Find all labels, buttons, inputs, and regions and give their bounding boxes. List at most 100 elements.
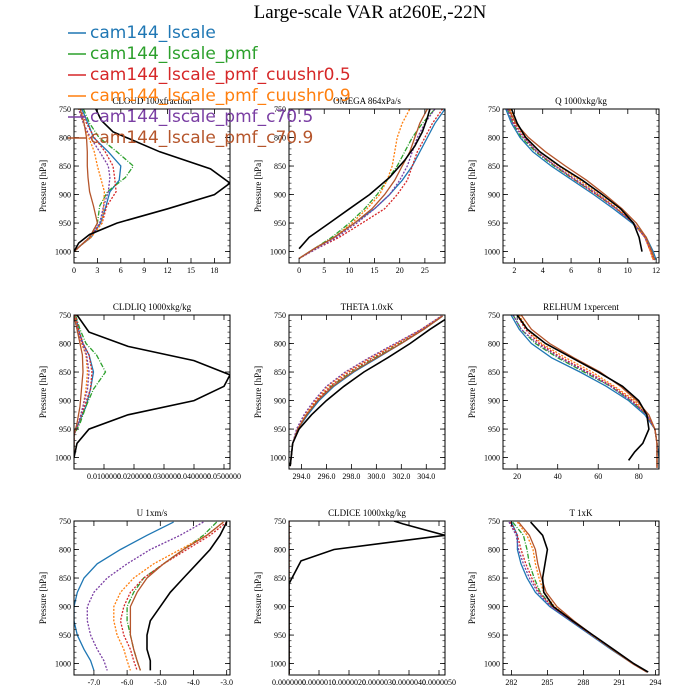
series-line-7 [530, 521, 649, 673]
series-line-5 [506, 109, 656, 261]
y-tick-label: 850 [488, 162, 500, 171]
y-tick-label: 950 [488, 425, 500, 434]
x-tick-label: 294 [649, 678, 661, 687]
legend-label: cam144_lscale_pmf_cuushr0.9 [90, 86, 351, 106]
y-axis-label: Pressure [hPa] [38, 160, 48, 212]
x-tick-label: 10 [345, 266, 353, 275]
y-tick-label: 1000 [484, 454, 500, 463]
y-tick-label: 900 [488, 191, 500, 200]
y-tick-label: 1000 [484, 248, 500, 257]
panel-1-series [74, 109, 230, 253]
series-line-3 [119, 521, 228, 671]
plot-frame [73, 314, 231, 470]
y-tick-label: 1000 [55, 660, 71, 669]
y-tick-label: 750 [488, 517, 500, 526]
panel-1: CLOUD 100xfraction 750 800 850 900 950 10000 3 6… [38, 96, 231, 275]
panel-3: Q 1000xkg/kg 750 800 850 900 950 1000 2 4 6 8 10 12 P… [467, 96, 660, 275]
series-line-4 [113, 521, 224, 671]
x-tick-label: 288 [577, 678, 589, 687]
y-axis-label: Pressure [hPa] [467, 572, 477, 624]
series-line-7 [289, 521, 445, 674]
y-tick-label: 750 [59, 517, 71, 526]
panel-7-series [74, 521, 228, 671]
legend-label: cam144_lscale_pmf_c70.5 [90, 107, 313, 127]
y-axis-label: Pressure [hPa] [467, 366, 477, 418]
y-tick-label: 950 [274, 631, 286, 640]
y-tick-label: 750 [488, 105, 500, 114]
x-tick-label: 0.0000020 [332, 678, 366, 687]
y-tick-label: 800 [488, 134, 500, 143]
x-tick-label: 298.0 [342, 472, 360, 481]
y-tick-label: 950 [59, 219, 71, 228]
panel-5-series [289, 315, 445, 467]
panel-5: THETA 1.0xK 750 800 850 900 950 1000 294.0 296.0… [253, 302, 446, 481]
x-tick-label: 12 [652, 266, 660, 275]
y-tick-label: 800 [59, 134, 71, 143]
y-axis-label: Pressure [hPa] [38, 366, 48, 418]
x-tick-label: 6 [119, 266, 123, 275]
y-tick-label: 1000 [270, 660, 286, 669]
y-tick-label: 850 [59, 368, 71, 377]
series-line-4 [74, 109, 106, 253]
legend-entry-6: cam144_lscale_pmf_c70.9 [68, 128, 313, 148]
x-tick-label: 9 [142, 266, 146, 275]
y-tick-label: 950 [488, 219, 500, 228]
x-tick-label: -7.0 [88, 678, 101, 687]
x-tick-label: 0.0000040 [392, 678, 426, 687]
x-tick-label: 300.0 [367, 472, 385, 481]
plot-frame [73, 520, 231, 676]
series-line-5 [298, 109, 436, 259]
y-tick-label: 900 [488, 603, 500, 612]
y-tick-label: 950 [59, 425, 71, 434]
y-axis-label: Pressure [hPa] [253, 366, 263, 418]
x-tick-label: 285 [541, 678, 553, 687]
y-tick-label: 800 [488, 546, 500, 555]
x-tick-label: 15 [187, 266, 195, 275]
y-tick-label: 850 [274, 162, 286, 171]
y-tick-label: 850 [274, 574, 286, 583]
legend-label: cam144_lscale_pmf_cuushr0.5 [90, 65, 351, 85]
x-tick-label: 20 [513, 472, 521, 481]
x-tick-label: 291 [613, 678, 625, 687]
panel-6: RELHUM 1xpercent 750 800 850 900 950 1000 20 40 6… [467, 302, 660, 481]
panel-8: CLDICE 1000xkg/kg 750 800 850 900 950 1000 0.00… [253, 508, 456, 687]
x-tick-label: -3.0 [220, 678, 233, 687]
series-line-7 [510, 109, 643, 252]
y-tick-label: 850 [488, 368, 500, 377]
x-tick-label: 15 [371, 266, 379, 275]
y-axis-label: Pressure [hPa] [38, 572, 48, 624]
y-tick-label: 900 [274, 397, 286, 406]
y-tick-label: 750 [59, 105, 71, 114]
panel-2-series [298, 109, 445, 259]
series-line-6 [298, 109, 428, 259]
y-tick-label: 850 [59, 574, 71, 583]
panel-title: T 1xK [569, 508, 593, 518]
x-tick-label: 0.0400000 [177, 472, 211, 481]
x-tick-label: 10 [624, 266, 632, 275]
y-tick-label: 750 [488, 311, 500, 320]
panel-8-series [289, 521, 445, 674]
legend-entry-4: cam144_lscale_pmf_cuushr0.9 [68, 86, 351, 106]
x-tick-label: 2 [512, 266, 516, 275]
x-tick-label: 0.0300000 [147, 472, 181, 481]
y-tick-label: 800 [274, 340, 286, 349]
x-tick-label: -6.0 [121, 678, 134, 687]
x-tick-label: 18 [210, 266, 218, 275]
x-tick-label: 0.0500000 [207, 472, 241, 481]
x-tick-label: 8 [597, 266, 601, 275]
series-line-7 [516, 315, 650, 461]
series-line-5 [86, 521, 204, 671]
panel-title: U 1xm/s [137, 508, 168, 518]
legend-entry-2: cam144_lscale_pmf [68, 44, 259, 64]
y-tick-label: 900 [59, 191, 71, 200]
x-tick-label: 0.0000000 [272, 678, 306, 687]
x-tick-label: -4.0 [187, 678, 200, 687]
series-line-7 [74, 109, 230, 252]
x-tick-label: 20 [396, 266, 404, 275]
y-tick-label: 1000 [270, 454, 286, 463]
y-tick-label: 750 [274, 517, 286, 526]
x-tick-label: 282 [505, 678, 517, 687]
x-tick-label: -5.0 [154, 678, 167, 687]
